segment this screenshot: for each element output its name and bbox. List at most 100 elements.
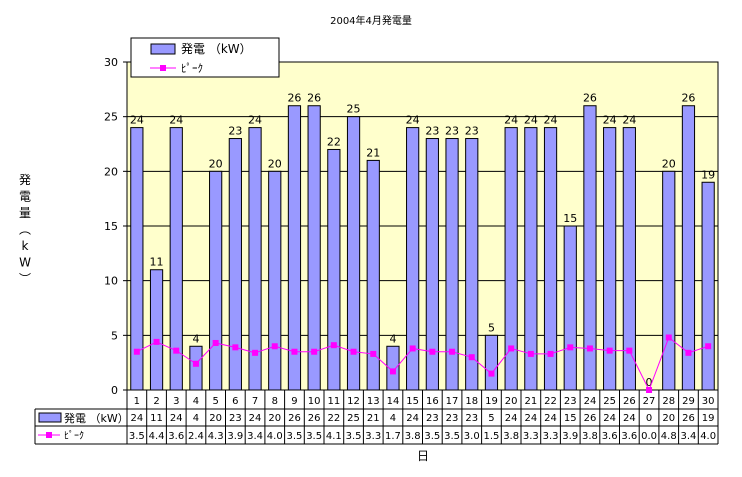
bar	[386, 345, 400, 391]
table-cell-peak: 3.3	[365, 431, 381, 442]
y-axis-label-char: k	[22, 239, 29, 253]
bar	[445, 138, 459, 391]
table-cell-power: 24	[406, 413, 419, 424]
table-cell-peak: 4.3	[208, 431, 224, 442]
bar	[248, 127, 262, 391]
x-tick-label: 27	[643, 396, 656, 407]
peak-series	[133, 334, 712, 393]
y-tick-label: 30	[104, 56, 118, 69]
table-cell-power: 24	[603, 413, 616, 424]
table-cell-power: 25	[347, 413, 360, 424]
table-cell-power: 26	[288, 413, 301, 424]
x-tick-label: 6	[232, 396, 238, 407]
table-cell-power: 24	[249, 413, 262, 424]
y-axis-label: 発電量 ︵ kW ︶	[19, 173, 31, 286]
table-swatch-peak-marker	[46, 432, 52, 438]
peak-point	[488, 370, 495, 377]
bar	[425, 138, 439, 391]
bar-value-labels: 24 11 24 4 20 23 24 20 26 26 22 25 21 4 24 23 23 23 5 24 24 2…	[130, 92, 715, 389]
table-cell-peak: 3.5	[286, 431, 302, 442]
bar	[681, 105, 696, 391]
table-cell-peak: 3.9	[562, 431, 578, 442]
peak-point	[429, 348, 436, 355]
peak-point	[468, 354, 475, 361]
table-cell-peak: 0.0	[641, 431, 657, 442]
table-cell-peak: 3.4	[680, 431, 696, 442]
legend-swatch-power	[150, 43, 176, 55]
peak-point	[685, 349, 692, 356]
x-tick-label: 17	[446, 396, 459, 407]
peak-line	[136, 336, 709, 392]
table-cell-power: 24	[524, 413, 537, 424]
table-header-power: 発電 （kW）	[64, 411, 129, 425]
bar-value-label: 26	[287, 92, 301, 105]
bar	[701, 181, 715, 391]
bar	[169, 127, 183, 391]
peak-point	[646, 387, 653, 393]
table-cell-peak: 3.3	[543, 431, 559, 442]
bar	[603, 127, 617, 391]
peak-point	[626, 347, 633, 354]
peak-point	[370, 350, 377, 357]
chart-title: 2004年4月発電量	[330, 14, 412, 27]
y-axis: 0 5 10 15 20 25 30	[104, 56, 127, 397]
table-cell-power: 21	[367, 413, 380, 424]
bar	[346, 116, 361, 391]
x-tick-label: 23	[564, 396, 577, 407]
bar	[583, 105, 597, 391]
bar	[228, 138, 242, 391]
table-cell-power: 24	[505, 413, 518, 424]
bar-value-label: 24	[544, 114, 558, 127]
table-cell-peak: 3.5	[424, 431, 440, 442]
bar-series	[130, 105, 715, 391]
table-cell-peak: 3.5	[306, 431, 322, 442]
y-tick-label: 5	[111, 329, 118, 342]
table-cell-peak: 3.5	[346, 431, 362, 442]
bar	[524, 127, 538, 391]
table-cell-peak: 4.4	[149, 431, 165, 442]
x-tick-label: 30	[702, 396, 715, 407]
y-axis-label-char: 発	[19, 173, 31, 187]
table-cell-power: 23	[229, 413, 242, 424]
bar	[406, 127, 420, 391]
table-cell-power: 20	[209, 413, 222, 424]
table-cell-peak: 4.0	[700, 431, 716, 442]
legend-label-peak: ﾋﾟｰｸ	[181, 62, 203, 75]
legend-label-power: 発電 （kW）	[181, 42, 252, 56]
x-tick-label: 16	[426, 396, 439, 407]
peak-point	[665, 334, 672, 341]
x-tick-label: 25	[603, 396, 616, 407]
table-cell-peak: 3.0	[464, 431, 480, 442]
peak-point	[508, 345, 515, 352]
bar-value-label: 23	[425, 125, 439, 138]
table-cell-power: 26	[308, 413, 321, 424]
x-tick-label: 10	[308, 396, 321, 407]
x-axis-label: 日	[417, 449, 429, 463]
x-tick-label: 14	[387, 396, 400, 407]
table-cell-peak: 4.0	[267, 431, 283, 442]
bar	[543, 127, 558, 391]
table-cell-power: 0	[646, 413, 652, 424]
table-cell-peak: 2.4	[188, 431, 204, 442]
bar-value-label: 19	[701, 168, 715, 181]
y-tick-label: 15	[104, 220, 118, 233]
bar	[149, 269, 164, 391]
peak-point	[449, 348, 456, 355]
y-axis-label-char: 量	[19, 206, 31, 220]
bar	[622, 127, 636, 391]
bar-value-label: 20	[209, 157, 223, 170]
table-cell-power: 23	[426, 413, 439, 424]
bar-value-label: 15	[563, 212, 577, 225]
y-axis-label-char: ︶	[19, 272, 31, 286]
bar	[209, 170, 223, 391]
legend: 発電 （kW） ﾋﾟｰｸ	[130, 37, 280, 78]
table-cell-power: 24	[544, 413, 557, 424]
bar-value-label: 23	[228, 125, 242, 138]
peak-point	[527, 350, 534, 357]
table-cell-peak: 1.7	[385, 431, 401, 442]
table-cell-power: 26	[584, 413, 597, 424]
data-table: 1243.52114.43243.6442.45204.36233.97243.…	[34, 390, 719, 445]
bar-value-label: 24	[406, 114, 420, 127]
bar-value-label: 24	[504, 114, 518, 127]
